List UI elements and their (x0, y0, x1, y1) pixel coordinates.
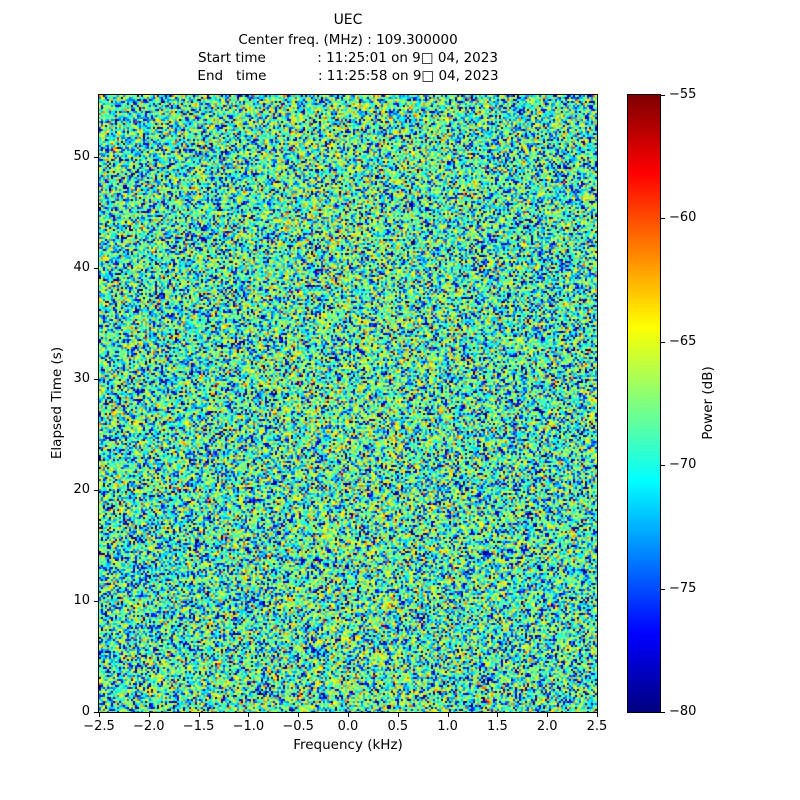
x-tick-label: −2.0 (133, 719, 165, 734)
colorbar-tick-label: −75 (669, 580, 697, 596)
colorbar-tick-mark (661, 588, 665, 590)
colorbar-tick-label: −65 (669, 333, 697, 349)
x-tick-label: 0.0 (337, 719, 359, 734)
x-tick-mark (99, 713, 100, 717)
y-tick-mark (94, 268, 98, 270)
chart-title: UEC (333, 12, 363, 28)
x-tick-label: 1.5 (487, 719, 508, 734)
colorbar-label: Power (dB) (700, 366, 716, 440)
x-tick-label: −1.0 (232, 719, 265, 734)
x-tick-mark (547, 713, 549, 717)
colorbar-tick-label: −60 (669, 210, 697, 226)
x-tick-label: −0.5 (282, 719, 314, 734)
x-axis-label: Frequency (kHz) (293, 737, 403, 753)
end-time-line: End time : 11:25:58 on 9□ 04, 2023 (197, 68, 499, 84)
x-tick-label: 2.0 (536, 719, 558, 734)
colorbar-gradient-canvas (628, 95, 660, 712)
colorbar-tick-label: −55 (669, 87, 697, 102)
colorbar-tick-mark (661, 95, 665, 96)
y-axis-label: Elapsed Time (s) (49, 346, 65, 460)
title-block: UEC Center freq. (MHz) : 109.300000 Star… (99, 10, 597, 85)
x-tick-mark (248, 713, 250, 717)
colorbar-tick-mark (661, 341, 665, 343)
y-tick-mark (94, 601, 98, 603)
colorbar-tick-mark (661, 218, 665, 220)
colorbar-tick-mark (661, 712, 665, 713)
y-tick-label: 20 (73, 482, 90, 498)
y-tick-mark (94, 379, 98, 381)
y-tick-mark (94, 157, 98, 159)
x-tick-label: 1.0 (437, 719, 458, 734)
x-tick-mark (198, 713, 200, 717)
y-tick-label: 0 (81, 704, 90, 719)
x-tick-label: 0.5 (387, 719, 409, 734)
start-time-line: Start time : 11:25:01 on 9□ 04, 2023 (198, 50, 498, 66)
x-tick-mark (348, 713, 349, 717)
spectrogram-plot (98, 94, 598, 713)
x-tick-mark (497, 713, 499, 717)
center-freq-line: Center freq. (MHz) : 109.300000 (238, 32, 458, 48)
x-tick-mark (148, 713, 150, 717)
colorbar-tick-mark (661, 465, 665, 467)
y-tick-mark (94, 712, 98, 713)
colorbar-tick-label: −80 (669, 704, 697, 719)
y-tick-label: 30 (73, 371, 90, 387)
x-tick-mark (597, 713, 598, 717)
colorbar (627, 94, 661, 713)
y-tick-label: 50 (73, 149, 90, 165)
x-tick-mark (298, 713, 300, 717)
spectrogram-noise-canvas (99, 95, 597, 712)
x-tick-label: −2.5 (83, 719, 115, 734)
x-tick-mark (397, 713, 399, 717)
y-tick-mark (94, 490, 98, 492)
colorbar-tick-label: −70 (669, 457, 697, 473)
x-tick-label: −1.5 (182, 719, 215, 734)
y-tick-label: 10 (73, 593, 90, 609)
x-tick-mark (447, 713, 449, 717)
y-tick-label: 40 (73, 260, 90, 276)
x-tick-label: 2.5 (586, 719, 608, 734)
